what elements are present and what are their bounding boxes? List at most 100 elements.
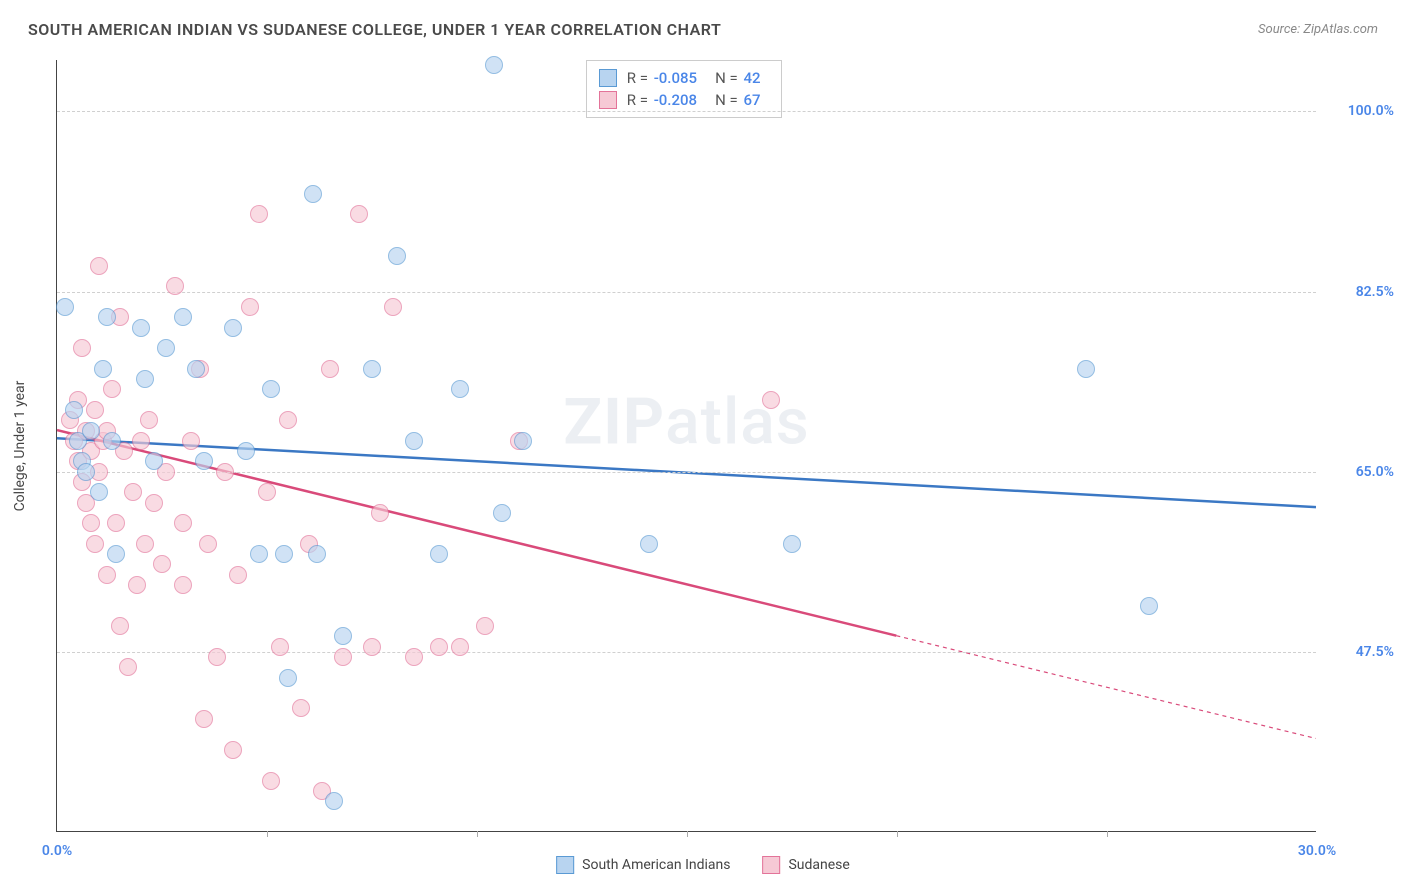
data-point (132, 432, 150, 450)
data-point (262, 772, 280, 790)
data-point (514, 432, 532, 450)
data-point (195, 710, 213, 728)
data-point (241, 298, 259, 316)
data-point (65, 401, 83, 419)
y-tick-label: 47.5% (1324, 644, 1394, 660)
data-point (304, 185, 322, 203)
data-point (208, 648, 226, 666)
data-point (187, 360, 205, 378)
data-point (174, 576, 192, 594)
data-point (363, 360, 381, 378)
stat-n-label: N = 42 (715, 69, 768, 87)
data-point (174, 308, 192, 326)
data-point (279, 411, 297, 429)
data-point (388, 247, 406, 265)
y-tick-label: 100.0% (1324, 103, 1394, 119)
data-point (132, 319, 150, 337)
data-point (262, 380, 280, 398)
data-point (430, 545, 448, 563)
data-point (153, 555, 171, 573)
gridline (57, 292, 1316, 293)
data-point (363, 638, 381, 656)
data-point (128, 576, 146, 594)
data-point (762, 391, 780, 409)
data-point (640, 535, 658, 553)
gridline (57, 111, 1316, 112)
data-point (86, 401, 104, 419)
data-point (224, 319, 242, 337)
data-point (199, 535, 217, 553)
data-point (136, 535, 154, 553)
legend-label: South American Indians (582, 857, 730, 873)
gridline (57, 472, 1316, 473)
data-point (157, 339, 175, 357)
stat-r-value: -0.208 (654, 91, 697, 109)
regression-line (57, 430, 896, 636)
y-tick-label: 65.0% (1324, 464, 1394, 480)
data-point (783, 535, 801, 553)
data-point (1140, 597, 1158, 615)
data-point (174, 514, 192, 532)
data-point (334, 648, 352, 666)
stat-r-label: R = -0.085 (627, 69, 705, 87)
stat-r-label: R = -0.208 (627, 91, 705, 109)
x-minor-tick (1107, 831, 1108, 837)
data-point (77, 463, 95, 481)
data-point (430, 638, 448, 656)
data-point (216, 463, 234, 481)
data-point (258, 483, 276, 501)
stats-row: R = -0.208N = 67 (599, 89, 769, 111)
y-tick-label: 82.5% (1324, 284, 1394, 300)
data-point (405, 648, 423, 666)
data-point (103, 380, 121, 398)
data-point (140, 411, 158, 429)
data-point (145, 494, 163, 512)
data-point (82, 514, 100, 532)
data-point (119, 658, 137, 676)
data-point (384, 298, 402, 316)
x-minor-tick (897, 831, 898, 837)
legend-swatch (599, 91, 617, 109)
legend-swatch (762, 856, 780, 874)
data-point (98, 308, 116, 326)
data-point (73, 339, 91, 357)
x-minor-tick (477, 831, 478, 837)
legend-swatch (556, 856, 574, 874)
data-point (224, 741, 242, 759)
legend: South American Indians Sudanese (556, 856, 850, 874)
y-axis-label: College, Under 1 year (12, 381, 28, 512)
data-point (90, 257, 108, 275)
data-point (451, 638, 469, 656)
data-point (292, 699, 310, 717)
data-point (334, 627, 352, 645)
x-tick-label: 0.0% (42, 843, 72, 859)
data-point (111, 617, 129, 635)
x-minor-tick (687, 831, 688, 837)
data-point (94, 360, 112, 378)
data-point (107, 514, 125, 532)
data-point (325, 792, 343, 810)
data-point (250, 545, 268, 563)
data-point (451, 380, 469, 398)
data-point (124, 483, 142, 501)
data-point (98, 566, 116, 584)
data-point (136, 370, 154, 388)
data-point (56, 298, 74, 316)
data-point (82, 422, 100, 440)
data-point (271, 638, 289, 656)
data-point (250, 205, 268, 223)
data-point (350, 205, 368, 223)
data-point (493, 504, 511, 522)
data-point (405, 432, 423, 450)
data-point (308, 545, 326, 563)
data-point (86, 535, 104, 553)
data-point (145, 452, 163, 470)
data-point (321, 360, 339, 378)
data-point (371, 504, 389, 522)
legend-item: Sudanese (762, 856, 849, 874)
correlation-stats-box: R = -0.085 N = 42 R = -0.208N = 67 (586, 60, 782, 118)
data-point (107, 545, 125, 563)
data-point (279, 669, 297, 687)
legend-swatch (599, 69, 617, 87)
source-attribution: Source: ZipAtlas.com (1258, 22, 1378, 37)
